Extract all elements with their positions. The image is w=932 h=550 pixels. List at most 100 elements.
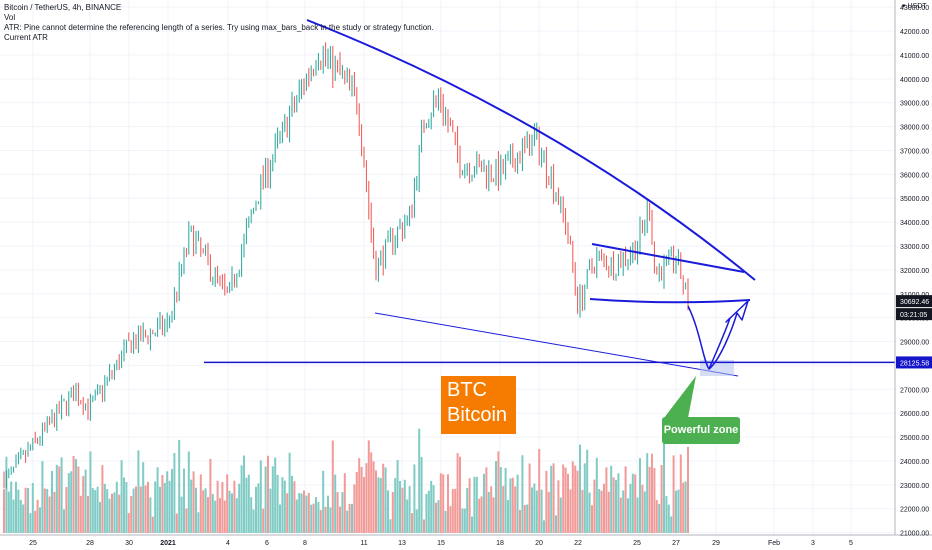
- last-price-label: 30692.46: [900, 299, 929, 306]
- volume-bar: [135, 486, 137, 533]
- volume-bar: [567, 473, 569, 533]
- volume-bar: [391, 491, 394, 533]
- volume-bar: [387, 490, 389, 533]
- volume-bar: [442, 474, 445, 533]
- currency-selector[interactable]: ▾ USDT: [902, 2, 927, 10]
- volume-bar: [70, 471, 73, 533]
- volume-bar: [319, 510, 322, 533]
- volume-bar: [329, 507, 332, 533]
- volume-bar: [564, 467, 567, 533]
- volume-bar: [166, 471, 169, 533]
- callout-text: Powerful zone: [663, 424, 739, 436]
- volume-bar: [317, 502, 320, 533]
- volume-bar: [46, 489, 49, 533]
- volume-bar: [430, 480, 433, 533]
- time-tick-label: 28: [86, 540, 94, 547]
- volume-bar: [432, 485, 435, 533]
- volume-bar: [459, 456, 461, 533]
- volume-bar: [593, 479, 596, 533]
- volume-bar: [281, 477, 284, 533]
- volume-bar: [84, 469, 87, 533]
- volume-bar: [504, 468, 507, 533]
- chart-legend: Bitcoin / TetherUS, 4h, BINANCE Vol ATR:…: [4, 3, 434, 43]
- volume-bar: [483, 473, 485, 533]
- volume-bar: [360, 466, 363, 533]
- time-tick-label: 20: [535, 540, 543, 547]
- volume-bar: [591, 505, 593, 533]
- time-tick-label: 25: [29, 540, 37, 547]
- time-tick-label: 30: [125, 540, 133, 547]
- volume-bar: [449, 506, 452, 533]
- symbol-title[interactable]: Bitcoin / TetherUS, 4h, BINANCE: [4, 3, 122, 12]
- volume-bar: [579, 444, 581, 533]
- volume-bar: [418, 428, 421, 533]
- volume-bar: [581, 489, 584, 533]
- volume-bar: [507, 500, 509, 533]
- volume-bar: [142, 462, 145, 533]
- volume-bar: [490, 486, 493, 533]
- volume-bar: [94, 490, 97, 533]
- volume-bar: [439, 473, 442, 533]
- time-tick-label: 6: [265, 540, 269, 547]
- countdown-label-bg: [896, 308, 932, 321]
- volume-bar: [617, 473, 620, 533]
- volume-bar: [118, 494, 121, 533]
- volume-bar: [178, 439, 181, 533]
- volume-bar: [127, 513, 130, 533]
- volume-bar: [91, 488, 94, 533]
- volume-bar: [137, 450, 140, 533]
- volume-bar: [526, 504, 529, 533]
- volume-bar: [675, 490, 677, 533]
- volume-bar: [382, 463, 385, 533]
- volume-bar: [341, 492, 344, 533]
- support-zone-box: [700, 360, 734, 376]
- volume-bar: [631, 473, 634, 533]
- volume-bar: [75, 459, 77, 533]
- price-tick-label: 38000.00: [900, 125, 929, 132]
- volume-bar: [3, 489, 5, 533]
- price-tick-label: 29000.00: [900, 340, 929, 347]
- support-level-price-label: 28125.58: [900, 360, 929, 367]
- volume-bar: [199, 474, 202, 533]
- volume-bar: [139, 486, 142, 533]
- volume-bar: [41, 461, 44, 533]
- volume-bar: [19, 499, 22, 533]
- volume-bar: [22, 504, 25, 533]
- price-tick-label: 34000.00: [900, 220, 929, 227]
- volume-bar: [348, 503, 351, 533]
- countdown-label: 03:21:05: [900, 312, 927, 319]
- volume-bar: [384, 467, 387, 533]
- btc-badge: BTC Bitcoin: [441, 376, 516, 434]
- volume-bar: [331, 440, 334, 533]
- last-price-label-bg: [896, 295, 932, 308]
- volume-bar: [653, 468, 656, 533]
- volume-bar: [300, 493, 303, 533]
- volume-bar: [315, 497, 317, 533]
- time-tick-label: 22: [574, 540, 582, 547]
- volume-bar: [303, 490, 305, 533]
- callout-pointer: [664, 376, 696, 418]
- time-tick-label: 5: [849, 540, 853, 547]
- volume-bar: [12, 499, 15, 533]
- volume-bar: [641, 484, 644, 533]
- volume-indicator-label[interactable]: Vol: [4, 13, 16, 22]
- volume-bar: [511, 477, 514, 533]
- volume-bar: [279, 504, 281, 533]
- volume-bar: [677, 489, 680, 533]
- volume-bar: [583, 463, 586, 533]
- price-tick-label: 21000.00: [900, 531, 929, 538]
- atr-error-message: ATR: Pine cannot determine the referenci…: [4, 23, 434, 32]
- volume-bar: [125, 482, 128, 533]
- price-tick-label: 23000.00: [900, 483, 929, 490]
- volume-bar: [411, 513, 413, 533]
- volume-bar: [627, 498, 629, 533]
- current-atr-label[interactable]: Current ATR: [4, 33, 48, 42]
- volume-bar: [538, 449, 541, 533]
- volume-bar: [202, 490, 205, 533]
- volume-bar: [423, 519, 425, 533]
- volume-bar: [655, 500, 658, 533]
- volume-bar: [660, 464, 663, 533]
- volume-bar: [475, 476, 478, 533]
- volume-bar: [461, 508, 464, 533]
